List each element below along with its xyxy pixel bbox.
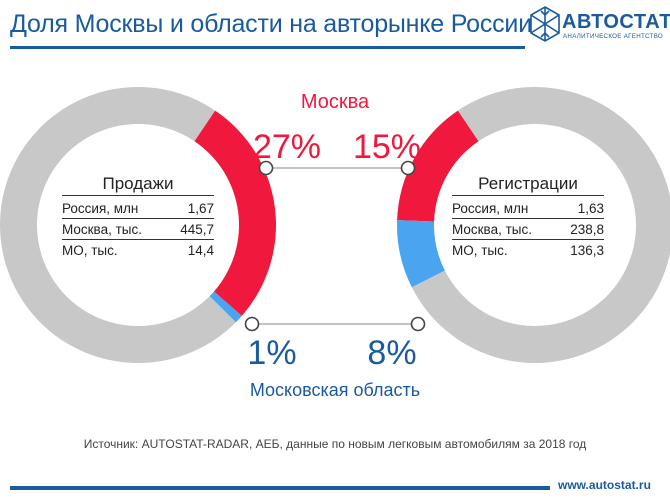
- row-label: Москва, тыс.: [62, 222, 142, 237]
- donut-charts: Москва 27% 15% 1% 8% Московская область: [0, 86, 670, 400]
- moscow-label: Москва: [301, 91, 370, 113]
- row-label: Россия, млн: [62, 201, 139, 216]
- connector-marker: [244, 316, 260, 332]
- table-row: Россия, млн 1,67: [62, 198, 214, 219]
- connector-marker: [410, 316, 426, 332]
- table-row: МО, тыс. 14,4: [62, 240, 214, 261]
- autostat-logo[interactable]: АВТОСТАТ АНАЛИТИЧЕСКОЕ АГЕНТСТВО: [528, 4, 670, 46]
- footer-bar: [10, 486, 550, 490]
- table-row: Россия, млн 1,63: [452, 198, 604, 219]
- donut-moscow-segment: [194, 110, 276, 316]
- sales-moscow-pct: 27%: [253, 128, 321, 166]
- row-label: Москва, тыс.: [452, 222, 532, 237]
- row-value: 14,4: [187, 243, 214, 258]
- snowflake-logo-icon: [530, 6, 560, 42]
- registrations-table-title: Регистрации: [452, 172, 604, 196]
- donut-mo-segment: [209, 291, 242, 323]
- source-note: Источник: AUTOSTAT-RADAR, АЕБ, данные по…: [83, 437, 587, 451]
- connector-marker: [258, 160, 274, 176]
- row-label: МО, тыс.: [452, 243, 508, 258]
- donut-mo-segment: [397, 220, 445, 288]
- donut-moscow-segment: [397, 110, 479, 222]
- registrations-mo-pct: 8%: [367, 334, 416, 372]
- donut-rest-segment: [0, 86, 236, 364]
- registrations-moscow-pct: 15%: [353, 128, 421, 166]
- footer-link[interactable]: www.autostat.ru: [558, 478, 651, 492]
- row-label: МО, тыс.: [62, 243, 118, 258]
- connector-marker: [400, 160, 416, 176]
- row-label: Россия, млн: [452, 201, 529, 216]
- row-value: 238,8: [570, 222, 604, 237]
- row-value: 1,67: [187, 201, 214, 216]
- registrations-table: Регистрации Россия, млн 1,63 Москва, тыс…: [452, 172, 604, 261]
- mo-label: Московская область: [250, 380, 420, 400]
- logo-name: АВТОСТАТ: [562, 11, 670, 33]
- sales-mo-pct: 1%: [247, 334, 296, 372]
- sales-table: Продажи Россия, млн 1,67 Москва, тыс. 44…: [62, 172, 214, 261]
- row-value: 445,7: [180, 222, 214, 237]
- table-row: Москва, тыс. 445,7: [62, 219, 214, 240]
- table-row: Москва, тыс. 238,8: [452, 219, 604, 240]
- sales-table-title: Продажи: [62, 172, 214, 196]
- logo-subtitle: АНАЛИТИЧЕСКОЕ АГЕНТСТВО: [563, 33, 664, 40]
- row-value: 136,3: [570, 243, 604, 258]
- row-value: 1,63: [577, 201, 604, 216]
- table-row: МО, тыс. 136,3: [452, 240, 604, 261]
- header-rule: [10, 46, 525, 49]
- page-title: Доля Москвы и области на авторынке Росси…: [10, 10, 532, 38]
